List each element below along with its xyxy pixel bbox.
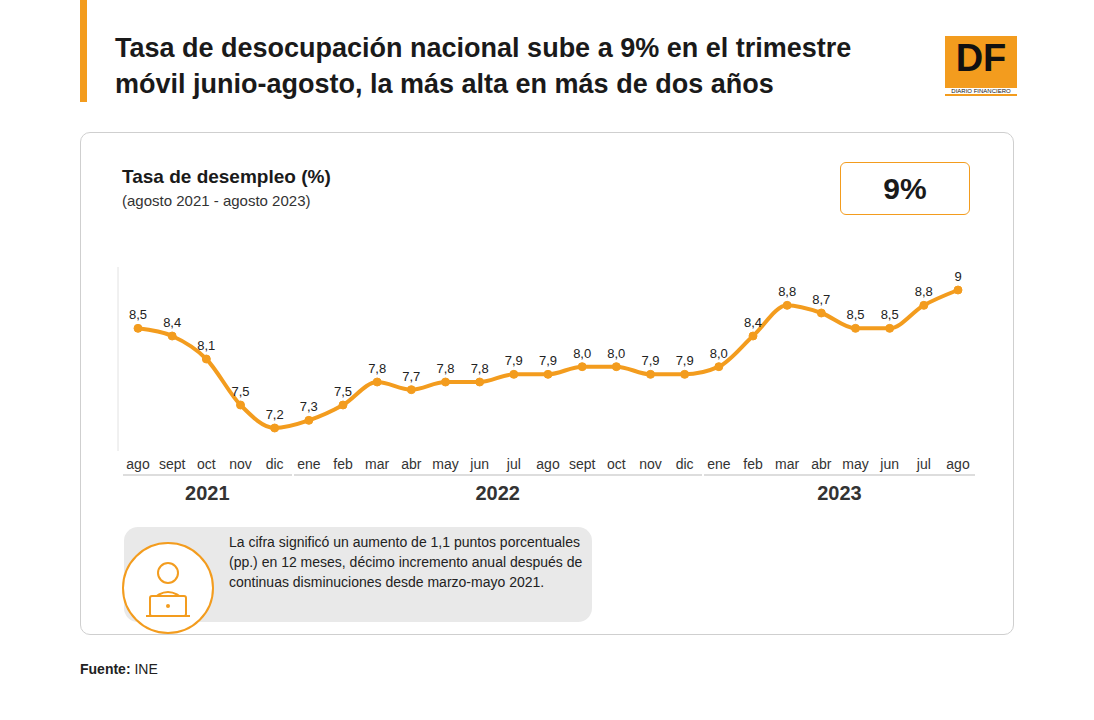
svg-text:8,7: 8,7 xyxy=(812,292,830,307)
html-text:La cifra significó un aumento: La cifra significó un aumento de 1,1 pun… xyxy=(229,534,583,590)
svg-text:ago: ago xyxy=(946,456,970,472)
svg-text:7,2: 7,2 xyxy=(266,407,284,422)
svg-text:9: 9 xyxy=(954,269,961,284)
html-text:(agosto 2021 - agosto 2023): (agosto 2021 - agosto 2023) xyxy=(122,192,311,209)
svg-text:abr: abr xyxy=(401,456,422,472)
svg-text:7,8: 7,8 xyxy=(368,361,386,376)
html-text:DF: DF xyxy=(955,37,1007,79)
svg-text:7,9: 7,9 xyxy=(641,353,659,368)
svg-text:jul: jul xyxy=(506,456,521,472)
html-text:Fuente: INE: Fuente: INE xyxy=(80,661,158,677)
svg-text:ene: ene xyxy=(297,456,321,472)
svg-text:nov: nov xyxy=(639,456,662,472)
svg-text:feb: feb xyxy=(333,456,353,472)
svg-text:8,4: 8,4 xyxy=(744,315,762,330)
svg-text:sept: sept xyxy=(569,456,596,472)
svg-text:8,0: 8,0 xyxy=(607,346,625,361)
svg-text:ago: ago xyxy=(536,456,560,472)
svg-text:7,9: 7,9 xyxy=(539,353,557,368)
svg-text:8,1: 8,1 xyxy=(197,338,215,353)
svg-text:8,5: 8,5 xyxy=(881,307,899,322)
html-text:2021: 2021 xyxy=(185,482,230,504)
svg-text:7,9: 7,9 xyxy=(505,353,523,368)
svg-text:abr: abr xyxy=(811,456,832,472)
svg-text:7,9: 7,9 xyxy=(676,353,694,368)
html-text:Tasa de desocupación nacional: Tasa de desocupación nacional sube a 9% … xyxy=(115,33,852,99)
svg-text:dic: dic xyxy=(266,456,284,472)
html-text:2023: 2023 xyxy=(817,482,862,504)
svg-text:8,5: 8,5 xyxy=(846,307,864,322)
svg-text:8,5: 8,5 xyxy=(129,307,147,322)
svg-text:8,0: 8,0 xyxy=(573,346,591,361)
svg-text:7,8: 7,8 xyxy=(436,361,454,376)
svg-text:jul: jul xyxy=(916,456,931,472)
svg-text:7,8: 7,8 xyxy=(471,361,489,376)
svg-text:oct: oct xyxy=(607,456,626,472)
svg-text:8,8: 8,8 xyxy=(915,284,933,299)
html-text:2022: 2022 xyxy=(475,482,520,504)
svg-text:8,0: 8,0 xyxy=(710,346,728,361)
svg-text:8,8: 8,8 xyxy=(778,284,796,299)
svg-text:may: may xyxy=(432,456,458,472)
svg-text:may: may xyxy=(842,456,868,472)
svg-text:jun: jun xyxy=(469,456,489,472)
svg-text:mar: mar xyxy=(775,456,799,472)
html-text:DIARIO FINANCIERO: DIARIO FINANCIERO xyxy=(951,88,1011,94)
svg-text:7,5: 7,5 xyxy=(334,384,352,399)
svg-text:ago: ago xyxy=(126,456,150,472)
svg-text:7,7: 7,7 xyxy=(402,369,420,384)
svg-text:mar: mar xyxy=(365,456,389,472)
html-text:9%: 9% xyxy=(883,172,927,205)
svg-text:jun: jun xyxy=(879,456,899,472)
svg-text:dic: dic xyxy=(676,456,694,472)
svg-text:ene: ene xyxy=(707,456,731,472)
svg-text:7,3: 7,3 xyxy=(300,399,318,414)
svg-text:nov: nov xyxy=(229,456,252,472)
svg-text:oct: oct xyxy=(197,456,216,472)
svg-text:feb: feb xyxy=(743,456,763,472)
svg-text:7,5: 7,5 xyxy=(231,384,249,399)
svg-text:sept: sept xyxy=(159,456,186,472)
html-text:Tasa de desempleo (%): Tasa de desempleo (%) xyxy=(122,166,331,187)
svg-text:8,4: 8,4 xyxy=(163,315,181,330)
